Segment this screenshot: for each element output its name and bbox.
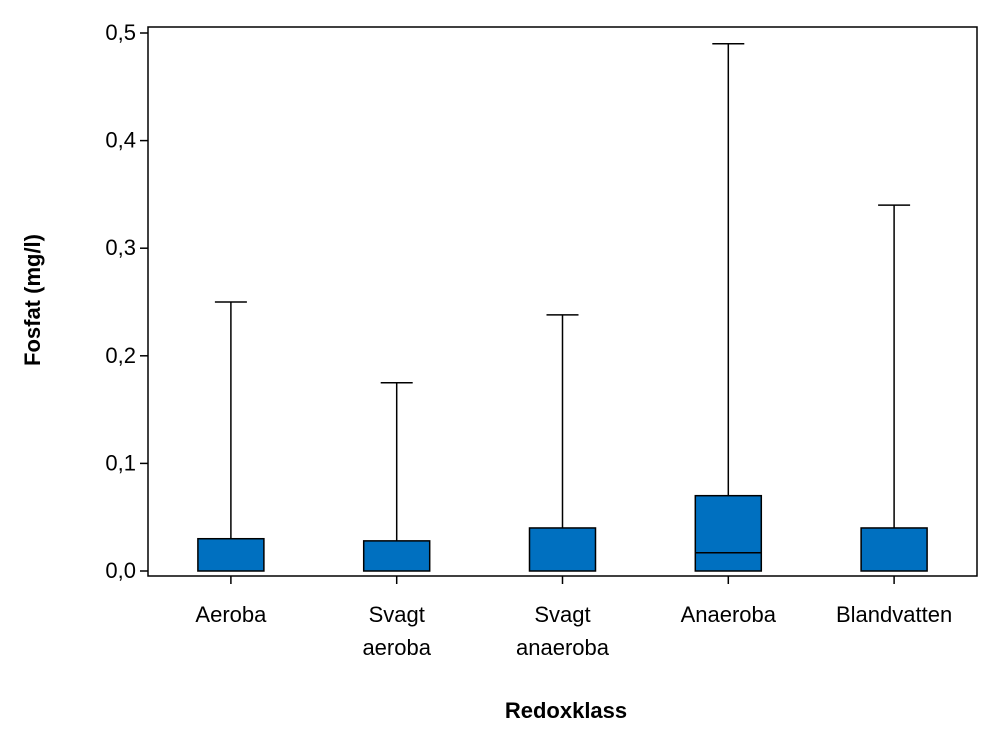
box-group bbox=[860, 204, 928, 572]
y-tick-label: 0,3 bbox=[105, 235, 136, 260]
y-tick-label: 0,0 bbox=[105, 558, 136, 583]
category-label: Svagt bbox=[369, 602, 425, 627]
y-tick-label: 0,1 bbox=[105, 450, 136, 475]
box-iqr bbox=[362, 540, 431, 572]
category-label: anaeroba bbox=[516, 635, 610, 660]
y-tick-label: 0,4 bbox=[105, 128, 136, 153]
box-iqr bbox=[694, 494, 763, 572]
y-tick-label: 0,2 bbox=[105, 343, 136, 368]
y-axis-title: Fosfat (mg/l) bbox=[20, 234, 45, 366]
y-tick-label: 0,5 bbox=[105, 20, 136, 45]
category-label: Aeroba bbox=[195, 602, 267, 627]
category-label: Svagt bbox=[534, 602, 590, 627]
y-axis: 0,0 0,1 0,2 0,3 0,4 0,5 bbox=[105, 20, 148, 583]
box-group bbox=[197, 301, 265, 572]
box-iqr bbox=[197, 537, 265, 572]
box-group bbox=[362, 381, 431, 572]
boxes bbox=[197, 43, 928, 572]
category-label: Blandvatten bbox=[836, 602, 952, 627]
category-label: aeroba bbox=[362, 635, 431, 660]
category-label: Anaeroba bbox=[681, 602, 777, 627]
box-group bbox=[694, 43, 763, 572]
box-iqr bbox=[528, 527, 597, 572]
box-iqr bbox=[860, 527, 928, 572]
x-axis-title: Redoxklass bbox=[505, 698, 627, 723]
x-axis-labels: Aeroba Svagt aeroba Svagt anaeroba Anaeroba Bl… bbox=[195, 576, 952, 660]
box-group bbox=[528, 314, 597, 572]
